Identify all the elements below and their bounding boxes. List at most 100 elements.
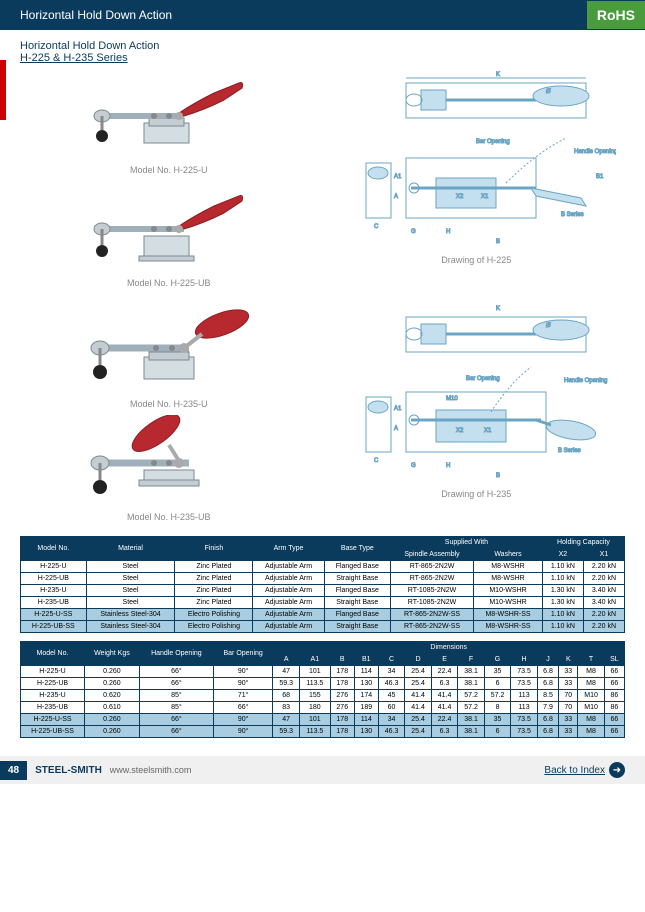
- svg-text:Ø: Ø: [546, 89, 551, 95]
- table-cell: 130: [354, 726, 378, 738]
- rohs-badge: RoHS: [587, 1, 645, 29]
- subcol: X1: [583, 549, 624, 561]
- dimcol: SL: [604, 654, 624, 666]
- table-cell: 113.5: [299, 726, 330, 738]
- table-cell: RT-865-2N2W: [390, 561, 473, 573]
- table-cell: 85°: [139, 690, 213, 702]
- table-cell: H-225-UB: [21, 678, 85, 690]
- table-cell: 22.4: [431, 666, 458, 678]
- subcol: Spindle Assembly: [390, 549, 473, 561]
- table-cell: Steel: [86, 597, 175, 609]
- col-holding: Holding Capacity: [542, 537, 624, 549]
- table-cell: M10-WSHR: [474, 597, 543, 609]
- dimcol: A: [273, 654, 300, 666]
- table-cell: 33: [559, 666, 578, 678]
- table-cell: 73.5: [511, 726, 538, 738]
- table-cell: M8: [578, 678, 605, 690]
- table-cell: 57.2: [458, 690, 485, 702]
- svg-text:B: B: [496, 239, 500, 245]
- table-cell: 59.3: [273, 678, 300, 690]
- table-cell: 66°: [139, 666, 213, 678]
- table-cell: RT-865-2N2W-SS: [390, 609, 473, 621]
- svg-text:A: A: [394, 426, 398, 432]
- table-cell: 22.4: [431, 714, 458, 726]
- table-cell: 86: [604, 690, 624, 702]
- svg-text:Bar Opening: Bar Opening: [476, 139, 510, 145]
- table-cell: 70: [559, 702, 578, 714]
- svg-text:A1: A1: [394, 174, 402, 180]
- table-row: H-235-UBSteelZinc PlatedAdjustable ArmSt…: [21, 597, 625, 609]
- arrow-right-icon: ➜: [609, 762, 625, 778]
- table-cell: 180: [299, 702, 330, 714]
- table-cell: 0.260: [85, 666, 140, 678]
- table-cell: H-225-U-SS: [21, 714, 85, 726]
- table-cell: 68: [273, 690, 300, 702]
- table-row: H-225-UB-SSStainless Steel-304Electro Po…: [21, 621, 625, 633]
- subcol: X2: [542, 549, 583, 561]
- table-row: H-225-U0.26066°90°471011781143425.422.43…: [21, 666, 625, 678]
- table-cell: 3.40 kN: [583, 597, 624, 609]
- table-cell: 1.10 kN: [542, 573, 583, 585]
- col-bar-open: Bar Opening: [213, 642, 273, 666]
- table-cell: 71°: [213, 690, 273, 702]
- svg-text:H: H: [446, 463, 450, 469]
- table-row: H-225-UBSteelZinc PlatedAdjustable ArmSt…: [21, 573, 625, 585]
- back-to-index-link[interactable]: Back to Index ➜: [544, 762, 625, 778]
- col-arm: Arm Type: [253, 537, 324, 561]
- table-cell: 90°: [213, 726, 273, 738]
- table-cell: Stainless Steel-304: [86, 609, 175, 621]
- table-cell: 66: [604, 678, 624, 690]
- brand-name: STEEL-SMITH: [35, 765, 102, 776]
- svg-text:A: A: [394, 194, 398, 200]
- dimcol: K: [559, 654, 578, 666]
- table-cell: 73.5: [511, 678, 538, 690]
- table-cell: 41.4: [405, 702, 432, 714]
- subcol: Washers: [474, 549, 543, 561]
- table-cell: 66°: [139, 714, 213, 726]
- table-cell: 86: [604, 702, 624, 714]
- specs-table-1: Model No.MaterialFinishArm TypeBase Type…: [20, 536, 625, 633]
- svg-text:B: B: [496, 473, 500, 479]
- dimcol: J: [537, 654, 559, 666]
- product-image-icon: [84, 68, 254, 163]
- table-cell: M10-WSHR: [474, 585, 543, 597]
- model-label: Model No. H-225-U: [20, 165, 318, 175]
- table-cell: 66: [604, 666, 624, 678]
- header-bar: Horizontal Hold Down Action RoHS: [0, 0, 645, 30]
- header-title: Horizontal Hold Down Action: [20, 8, 172, 22]
- table-cell: Flanged Base: [324, 585, 390, 597]
- table-cell: 35: [484, 666, 511, 678]
- table-cell: 114: [354, 714, 378, 726]
- table-cell: 276: [330, 690, 354, 702]
- table-row: H-235-USteelZinc PlatedAdjustable ArmFla…: [21, 585, 625, 597]
- table-cell: 6.3: [431, 726, 458, 738]
- table-cell: M8-WSHR: [474, 561, 543, 573]
- table-cell: 47: [273, 666, 300, 678]
- table-cell: 60: [378, 702, 405, 714]
- technical-drawing-icon: K Ø Bar Opening Handle Open: [336, 302, 616, 482]
- table-cell: Flanged Base: [324, 609, 390, 621]
- table-cell: 0.610: [85, 702, 140, 714]
- table-cell: H-235-U: [21, 585, 87, 597]
- dimcol: B1: [354, 654, 378, 666]
- table-cell: 66°: [213, 702, 273, 714]
- svg-text:H: H: [446, 229, 450, 235]
- table-cell: H-235-UB: [21, 702, 85, 714]
- table-cell: 46.3: [378, 678, 405, 690]
- table-cell: 38.1: [458, 714, 485, 726]
- table-cell: 25.4: [405, 726, 432, 738]
- table-cell: Electro Polishing: [175, 609, 253, 621]
- table-cell: Straight Base: [324, 621, 390, 633]
- table-cell: M10: [578, 702, 605, 714]
- table-cell: 8: [484, 702, 511, 714]
- svg-text:M10: M10: [446, 396, 458, 402]
- table-cell: 101: [299, 714, 330, 726]
- table-cell: Straight Base: [324, 597, 390, 609]
- svg-text:G: G: [411, 229, 416, 235]
- table-cell: 41.4: [431, 702, 458, 714]
- subtitle-line1: Horizontal Hold Down Action: [20, 40, 625, 52]
- table-cell: 66°: [139, 726, 213, 738]
- svg-text:Handle Opening: Handle Opening: [574, 149, 616, 155]
- dimcol: A1: [299, 654, 330, 666]
- table-cell: 130: [354, 678, 378, 690]
